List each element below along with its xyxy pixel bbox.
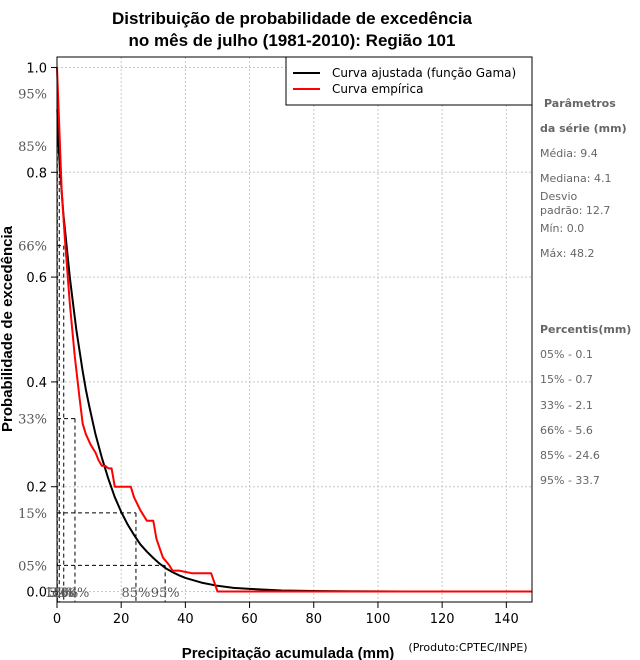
percentil-item: 85% - 24.6 — [540, 449, 600, 462]
percentile-x-label: 33% — [49, 586, 78, 601]
series-lines — [56, 67, 532, 593]
percentile-y-label: 33% — [18, 413, 47, 428]
chart-title-line-2: no mês de julho (1981-2010): Região 101 — [129, 31, 456, 50]
x-tick-label: 120 — [430, 612, 455, 627]
grid — [56, 57, 532, 602]
credit-note: (Produto:CPTEC/INPE) — [408, 641, 527, 654]
percentile-x-label: 95% — [151, 586, 180, 601]
percentil-item: 15% - 0.7 — [540, 373, 593, 386]
y-tick-label: 0.2 — [26, 481, 47, 496]
percentile-x-label: 5% — [47, 586, 68, 601]
percentile-y-label: 15% — [18, 507, 47, 522]
series-line-fitted — [56, 109, 404, 593]
y-axis-label: Probabilidade de excedência — [0, 225, 16, 432]
chart-title-line-1: Distribuição de probabilidade de excedên… — [112, 9, 472, 28]
y-tick-label: 0.8 — [26, 166, 47, 181]
series-line-empirical — [56, 67, 532, 593]
x-axis-label: Precipitação acumulada (mm) — [182, 645, 395, 660]
legend: Curva ajustada (função Gama) Curva empír… — [285, 56, 533, 106]
x-tick-label: 0 — [53, 612, 61, 627]
plot-frame — [56, 56, 533, 603]
x-axis: 0 20 40 60 80 100 120 140 — [53, 602, 519, 627]
percentile-y-label: 95% — [18, 88, 47, 103]
param-desvio-line-1: Desvio — [540, 190, 578, 203]
percentil-item: 33% - 2.1 — [540, 399, 593, 412]
x-tick-label: 100 — [366, 612, 391, 627]
legend-fitted-label: Curva ajustada (função Gama) — [332, 66, 516, 80]
percentile-x-label: 15% — [45, 586, 74, 601]
param-max: Máx: 48.2 — [540, 247, 594, 260]
parameters-heading: Parâmetros — [544, 97, 616, 110]
parameters-subheading: da série (mm) — [540, 122, 627, 135]
parameters-panel: Parâmetros da série (mm) Média: 9.4 Medi… — [540, 97, 627, 260]
param-desvio-line-2: padrão: 12.7 — [540, 204, 610, 217]
legend-box — [285, 56, 533, 106]
param-media: Média: 9.4 — [540, 147, 598, 160]
percentile-labels: 95%5%85%15%66%33%33%66%15%85%05%95% — [18, 88, 180, 601]
percentis-panel: Percentis(mm) 05% - 0.1 15% - 0.7 33% - … — [540, 323, 631, 487]
param-min: Mín: 0.0 — [540, 222, 584, 235]
x-tick-label: 20 — [113, 612, 130, 627]
y-axis: 0.0 0.2 0.4 0.6 0.8 1.0 — [26, 61, 57, 601]
percentil-item: 05% - 0.1 — [540, 348, 593, 361]
percentis-heading: Percentis(mm) — [540, 323, 631, 336]
percentile-y-label: 66% — [18, 240, 47, 255]
param-mediana: Mediana: 4.1 — [540, 172, 611, 185]
percentile-x-label: 66% — [61, 586, 90, 601]
x-tick-label: 80 — [305, 612, 322, 627]
percentil-item: 66% - 5.6 — [540, 424, 593, 437]
x-tick-label: 40 — [177, 612, 194, 627]
y-tick-label: 0.6 — [26, 271, 47, 286]
x-tick-label: 60 — [241, 612, 258, 627]
percentile-x-label: 85% — [121, 586, 150, 601]
x-tick-label: 140 — [494, 612, 519, 627]
legend-empirical-label: Curva empírica — [332, 82, 423, 96]
percentil-item: 95% - 33.7 — [540, 474, 600, 487]
percentile-y-label: 05% — [18, 559, 47, 574]
percentile-y-label: 85% — [18, 140, 47, 155]
y-tick-label: 0.4 — [26, 376, 47, 391]
y-tick-label: 1.0 — [26, 61, 47, 76]
y-tick-label: 0.0 — [26, 586, 47, 601]
